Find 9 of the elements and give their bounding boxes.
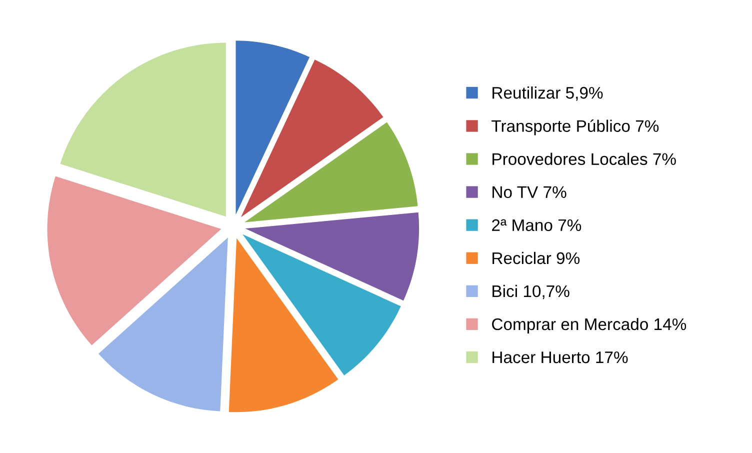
legend-label: Reciclar 9% — [492, 252, 580, 264]
legend-label: Proovedores Locales 7% — [492, 152, 676, 165]
legend-label: Transporte Público 7% — [492, 120, 659, 136]
legend-label: Comprar en Mercado 14% — [492, 318, 686, 334]
legend-label: Reutilizar 5,9% — [492, 86, 603, 101]
legend-label: Bici 10,7% — [492, 284, 570, 300]
legend-label: Hacer Huerto 17% — [492, 351, 628, 364]
legend-label: No TV 7% — [492, 186, 566, 198]
legend-label: 2ª Mano 7% — [492, 219, 582, 232]
